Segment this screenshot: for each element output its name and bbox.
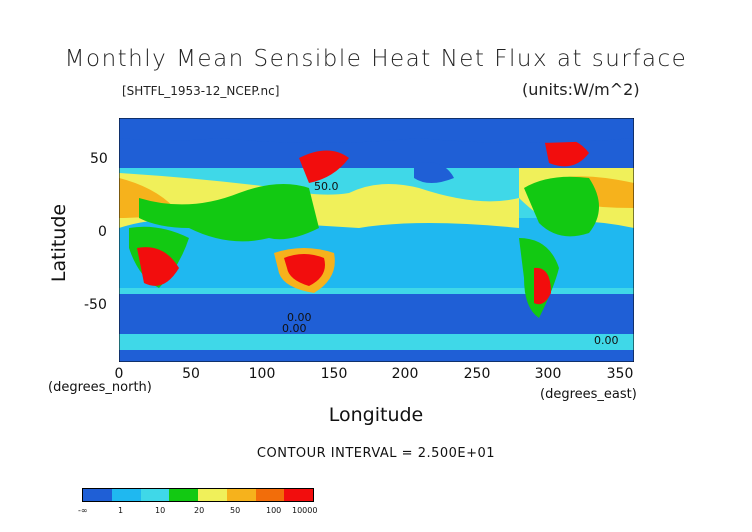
- colorbar-label: 10000: [292, 506, 318, 515]
- x-tick-label: 200: [391, 366, 419, 382]
- x-tick-label: 150: [320, 366, 348, 382]
- colorbar-segment: [284, 489, 313, 501]
- pacific-cold-patch: [414, 162, 454, 183]
- colorbar-label: 1: [118, 506, 124, 515]
- colorbar-segment: [140, 489, 170, 501]
- asia-land: [139, 184, 319, 242]
- antarctic-band: [119, 350, 634, 362]
- australia-hot: [284, 254, 325, 286]
- argentina-hot: [534, 267, 551, 305]
- y-tick-label: -50: [84, 297, 107, 313]
- colorbar-label: -∞: [78, 506, 88, 515]
- colorbar: [82, 488, 314, 502]
- x-unit-label: (degrees_east): [540, 387, 637, 402]
- contour-label: 50.0: [314, 180, 339, 193]
- southern-africa-hot: [137, 247, 179, 286]
- y-tick-label: 50: [90, 151, 108, 167]
- chart-title: Monthly Mean Sensible Heat Net Flux at s…: [64, 46, 688, 72]
- north-atlantic-hot: [544, 137, 589, 167]
- colorbar-label: 10: [155, 506, 166, 515]
- colorbar-segment: [255, 489, 285, 501]
- antarctic-coast-band: [119, 334, 634, 350]
- colorbar-segment: [198, 489, 227, 501]
- y-tick-label: 0: [98, 224, 107, 240]
- units-label: (units:W/m^2): [522, 80, 640, 99]
- y-unit-label: (degrees_north): [48, 380, 152, 395]
- flux-map: 50.0 0.00 0.00 0.00: [119, 118, 634, 362]
- colorbar-label: 100: [266, 506, 282, 515]
- file-label: [SHTFL_1953-12_NCEP.nc]: [122, 84, 280, 98]
- north-america-land: [524, 176, 599, 237]
- x-tick-label: 350: [606, 366, 634, 382]
- colorbar-segment: [169, 489, 198, 501]
- contour-label: 0.00: [287, 311, 312, 324]
- x-tick-label: 300: [534, 366, 562, 382]
- contour-label: 0.00: [282, 322, 307, 335]
- contour-interval-label: CONTOUR INTERVAL = 2.500E+01: [256, 446, 496, 461]
- x-tick-label: 100: [248, 366, 276, 382]
- polar-cap: [119, 118, 634, 143]
- x-tick-label: 250: [463, 366, 491, 382]
- colorbar-label: 50: [230, 506, 241, 515]
- colorbar-segment: [111, 489, 141, 501]
- colorbar-segment: [226, 489, 256, 501]
- east-asia-hot: [299, 150, 349, 183]
- colorbar-segment: [83, 489, 112, 501]
- x-axis-title: Longitude: [328, 404, 424, 426]
- y-axis-title: Latitude: [48, 203, 71, 283]
- x-tick-label: 50: [182, 366, 200, 382]
- contour-label: 0.00: [594, 334, 619, 347]
- colorbar-label: 20: [194, 506, 205, 515]
- x-tick-label: 0: [114, 366, 124, 382]
